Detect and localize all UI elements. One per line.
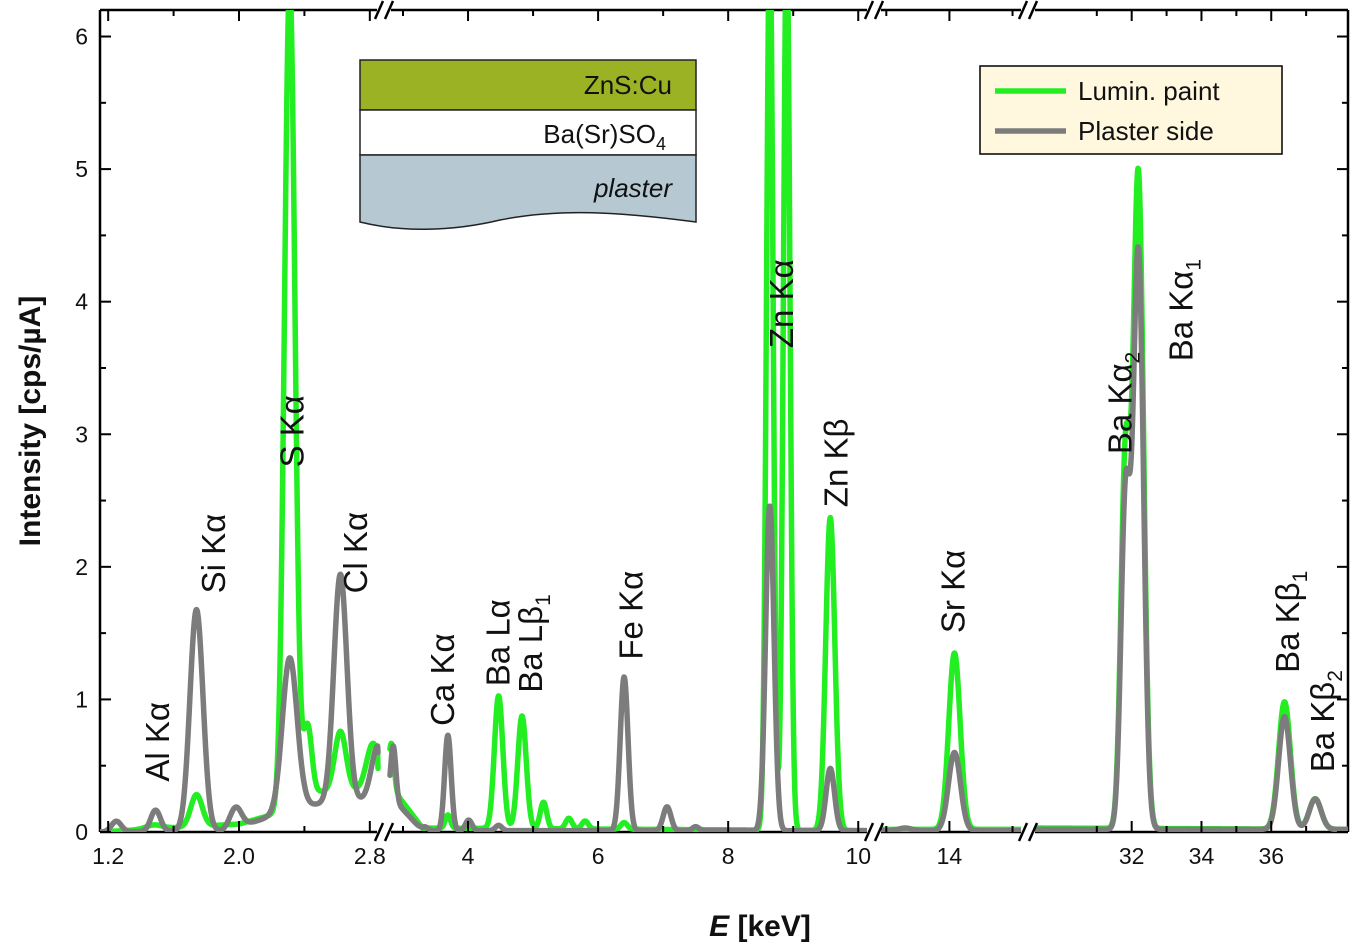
peak-label: Zn Kβ: [818, 419, 855, 508]
axis-break-mark-1-1-b: [873, 822, 885, 842]
peak-label-main: Fe Kα: [613, 571, 650, 660]
peak-label: S Kα: [273, 395, 310, 467]
x-tick-label: 6: [592, 843, 605, 869]
legend-label-0: Lumin. paint: [1078, 76, 1220, 106]
x-tick-label: 2.0: [223, 843, 255, 869]
peak-label-main: Si Kα: [195, 514, 232, 594]
peak-label: Si Kα: [195, 514, 232, 594]
peak-label-main: Cl Kα: [337, 512, 374, 593]
y-tick-label: 3: [75, 421, 88, 447]
peak-label: Al Kα: [139, 702, 176, 782]
peak-label: Ba Lβ1: [512, 594, 555, 693]
axis-break-mark-0-1-b: [383, 822, 395, 842]
axis-break-mark-2-0-a: [1017, 0, 1029, 20]
legend-box: [979, 65, 1283, 155]
peak-label-subscript: 1: [1183, 259, 1206, 271]
y-tick-label: 2: [75, 554, 88, 580]
peak-label: Sr Kα: [935, 550, 972, 633]
x-tick-label: 14: [937, 843, 963, 869]
y-tick-label: 6: [75, 24, 88, 50]
x-tick-label: 10: [845, 843, 871, 869]
axis-break-mark-2-1-a: [1017, 822, 1029, 842]
x-tick-label: 32: [1119, 843, 1145, 869]
axis-break-mark-0-0-a: [373, 0, 385, 20]
x-tick-label: 8: [722, 843, 735, 869]
axis-break-mark-1-0-a: [863, 0, 875, 20]
peak-label-main: Al Kα: [139, 702, 176, 782]
x-axis-title-unit: [keV]: [729, 910, 811, 943]
series-line-1-segment-0: [100, 571, 381, 832]
axis-break-mark-0-1-a: [373, 822, 385, 842]
x-tick-label: 36: [1258, 843, 1284, 869]
peak-label-subscript: 1: [532, 594, 555, 606]
x-tick-label: 1.2: [92, 843, 124, 869]
peak-label: Ca Kα: [424, 633, 461, 725]
axis-break-mark-2-1-b: [1027, 822, 1039, 842]
peak-label: Ba Kβ2: [1304, 670, 1347, 772]
inset-label-basrso4: Ba(Sr)SO4: [543, 119, 666, 154]
peak-label-subscript: 1: [1289, 571, 1312, 583]
series-line-1-segment-2: [877, 749, 1025, 832]
x-tick-label: 34: [1189, 843, 1215, 869]
peak-label-main: Zn Kα: [763, 259, 800, 348]
axis-break-mark-0-0-b: [383, 0, 395, 20]
inset-label-plaster: plaster: [593, 173, 673, 203]
inset-layer-plaster: [359, 154, 697, 230]
x-tick-label: 4: [462, 843, 475, 869]
peak-label-main: Zn Kβ: [818, 419, 855, 508]
inset-label-basrso4-subscript: 4: [656, 134, 666, 154]
y-axis-title: Intensity [cps/µA]: [14, 296, 47, 547]
peak-label-main: Ba Kβ: [1269, 582, 1306, 673]
series-line-1-segment-1: [387, 503, 871, 832]
peak-label: Zn Kα: [763, 259, 800, 348]
peak-label-main: Ba Kα: [1102, 363, 1139, 454]
series-line-1-segment-3: [1031, 244, 1348, 832]
axis-break-mark-1-1-a: [863, 822, 875, 842]
peak-label-main: Ba Lβ: [512, 606, 549, 693]
peak-label-main: Ba Kα: [1163, 271, 1200, 362]
peak-label-subscript: 2: [1122, 352, 1145, 364]
inset-label-znscu: ZnS:Cu: [584, 70, 672, 100]
peak-label-main: Ba Lα: [479, 599, 516, 686]
axis-break-mark-2-0-b: [1027, 0, 1039, 20]
x-axis-title: E [keV]: [709, 910, 811, 943]
peak-label: Ba Kα2: [1102, 352, 1145, 454]
inset-layer-znscu: [359, 59, 697, 111]
y-tick-label: 0: [75, 819, 88, 845]
x-axis-title-symbol: E: [709, 910, 730, 943]
legend-label-1: Plaster side: [1078, 116, 1214, 146]
axis-break-mark-1-0-b: [873, 0, 885, 20]
y-tick-label: 4: [75, 289, 88, 315]
peak-label: Cl Kα: [337, 512, 374, 593]
x-tick-label: 2.8: [354, 843, 386, 869]
peak-label: Ba Kα1: [1163, 259, 1206, 361]
peak-label: Fe Kα: [613, 571, 650, 660]
inset-label-basrso4-main: Ba(Sr)SO: [543, 119, 656, 149]
inset-layer-basrso4: [359, 109, 697, 156]
peak-label-main: S Kα: [273, 395, 310, 467]
series-line-0-segment-1: [387, 10, 871, 832]
peak-label: Ba Kβ1: [1269, 571, 1312, 673]
peak-label-main: Ca Kα: [424, 633, 461, 725]
y-tick-label: 1: [75, 686, 88, 712]
peak-label-main: Sr Kα: [935, 550, 972, 633]
peak-label-main: Ba Kβ: [1304, 682, 1341, 773]
peak-label: Ba Lα: [479, 599, 516, 686]
y-tick-label: 5: [75, 156, 88, 182]
peak-label-subscript: 2: [1324, 670, 1347, 682]
series-line-0-segment-2: [877, 650, 1025, 832]
